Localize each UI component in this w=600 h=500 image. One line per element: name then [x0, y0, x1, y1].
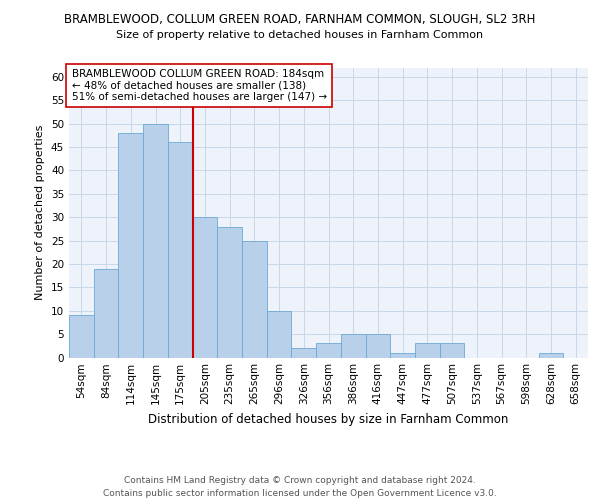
Bar [217, 226, 242, 358]
Text: Size of property relative to detached houses in Farnham Common: Size of property relative to detached ho… [116, 30, 484, 40]
Bar [168, 142, 193, 358]
Bar [193, 217, 217, 358]
Text: BRAMBLEWOOD, COLLUM GREEN ROAD, FARNHAM COMMON, SLOUGH, SL2 3RH: BRAMBLEWOOD, COLLUM GREEN ROAD, FARNHAM … [64, 12, 536, 26]
Bar [440, 344, 464, 357]
Bar [390, 353, 415, 358]
X-axis label: Distribution of detached houses by size in Farnham Common: Distribution of detached houses by size … [148, 413, 509, 426]
Bar [539, 353, 563, 358]
Bar [415, 344, 440, 357]
Bar [267, 310, 292, 358]
Bar [118, 133, 143, 358]
Bar [143, 124, 168, 358]
Bar [316, 344, 341, 357]
Bar [365, 334, 390, 357]
Bar [69, 316, 94, 358]
Text: Contains HM Land Registry data © Crown copyright and database right 2024.: Contains HM Land Registry data © Crown c… [124, 476, 476, 485]
Text: BRAMBLEWOOD COLLUM GREEN ROAD: 184sqm
← 48% of detached houses are smaller (138): BRAMBLEWOOD COLLUM GREEN ROAD: 184sqm ← … [71, 69, 327, 102]
Bar [94, 268, 118, 358]
Bar [242, 240, 267, 358]
Y-axis label: Number of detached properties: Number of detached properties [35, 125, 46, 300]
Text: Contains public sector information licensed under the Open Government Licence v3: Contains public sector information licen… [103, 489, 497, 498]
Bar [341, 334, 365, 357]
Bar [292, 348, 316, 358]
